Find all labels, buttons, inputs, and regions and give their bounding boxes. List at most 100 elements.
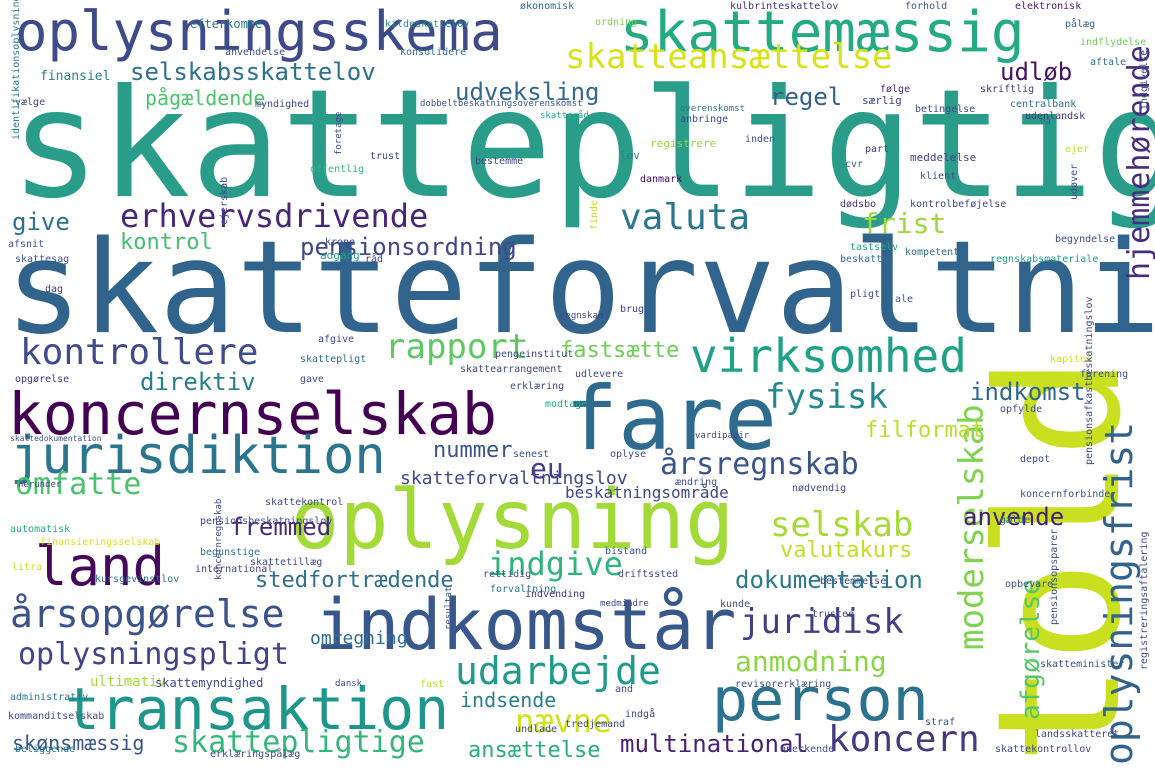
cloud-word: særlig [862, 94, 902, 107]
cloud-word: regel [770, 83, 843, 111]
cloud-word: finde [589, 199, 600, 230]
cloud-word: trustee [812, 609, 855, 620]
cloud-word: bistand [605, 546, 648, 557]
cloud-word: regnskab [560, 311, 604, 321]
cloud-word: centralbank [1010, 99, 1077, 110]
cloud-word: klient [920, 171, 957, 182]
cloud-word: registreringsaftalering [1139, 531, 1150, 670]
cloud-word: koncernselskab [8, 380, 497, 448]
cloud-word: skattekontrollov [995, 744, 1092, 755]
cloud-word: ultimativ [90, 674, 166, 690]
cloud-word: eu [530, 452, 564, 485]
cloud-word: brug [620, 304, 645, 315]
cloud-word: begyndelse [1055, 234, 1116, 245]
cloud-word: dag [45, 284, 64, 295]
cloud-word: kontrolbeføjelse [910, 199, 1007, 210]
cloud-word: anerkende [780, 744, 835, 755]
cloud-word: part [865, 144, 890, 155]
cloud-word: skattepligt [300, 354, 367, 365]
cloud-word: landsskatteret [1035, 729, 1120, 740]
cloud-word: medmindre [600, 599, 649, 609]
cloud-word: økonomisk [520, 1, 575, 12]
cloud-word: skattedokumentation [10, 434, 102, 443]
cloud-word: pensionsordning [300, 233, 517, 261]
cloud-word: erklæring [510, 381, 565, 392]
cloud-word: regnskabsmateriale [990, 254, 1099, 265]
cloud-word: indvending [525, 589, 586, 600]
cloud-word: gælde [1000, 515, 1031, 526]
cloud-word: oplysning [290, 473, 735, 568]
cloud-word: forhold [905, 1, 948, 12]
cloud-word: nå [1040, 117, 1051, 127]
cloud-word: dobbeltbeskatningsoverenskomst [420, 99, 583, 109]
cloud-word: indgivelse [1139, 49, 1150, 110]
cloud-word: vardipapir [695, 431, 750, 441]
cloud-word: udøver [1069, 163, 1080, 200]
cloud-word: selskab [770, 505, 914, 545]
cloud-word: meddelelse [910, 151, 977, 164]
cloud-word: fastsætte [560, 338, 680, 363]
cloud-word: indflydelse [1080, 37, 1147, 48]
cloud-word: direktiv [140, 368, 256, 396]
cloud-word: offentlig [310, 164, 365, 175]
cloud-word: land [35, 535, 166, 598]
cloud-word: litra [12, 562, 43, 573]
cloud-word: beskatningsområde [565, 483, 729, 502]
cloud-word: undlade [515, 724, 558, 735]
cloud-word: pågældende [145, 86, 266, 110]
cloud-word: koncern [828, 719, 980, 760]
cloud-word: selskabsskattelov [130, 58, 376, 86]
cloud-word: udlevere [575, 369, 624, 380]
cloud-word: pengeinstitut [495, 349, 574, 360]
cloud-word: overenskomst [680, 104, 746, 114]
cloud-word: fremmed [230, 513, 332, 541]
cloud-word: ale [895, 294, 914, 305]
cloud-word: senest [513, 449, 550, 460]
cloud-word: rapport [385, 327, 529, 367]
cloud-word: automatisk [10, 524, 71, 535]
cloud-word: afgive [318, 334, 355, 345]
cloud-word: kontrollere [20, 332, 259, 373]
cloud-word: opgørelse [15, 374, 70, 385]
cloud-word: nødvendig [792, 483, 847, 494]
cloud-word: kapitel [1050, 354, 1093, 365]
cloud-word: elektronisk [1015, 1, 1082, 12]
cloud-word: skattetillæg [250, 557, 323, 568]
cloud-word: fysisk [765, 377, 888, 417]
cloud-word: forvaltning [490, 584, 557, 595]
cloud-word: anvende [963, 503, 1065, 531]
cloud-word: konsolidere [400, 47, 467, 58]
cloud-word: årsregnskab [660, 447, 859, 482]
cloud-word: beliggende [15, 744, 76, 755]
cloud-word: indgå [625, 709, 656, 720]
cloud-word: oplysningsskema [15, 0, 503, 63]
cloud-word: skatteforvaltning [5, 214, 1155, 363]
cloud-word: kunde [720, 599, 751, 610]
cloud-word: krone [325, 237, 356, 248]
cloud-word: skatteforvaltningslov [400, 468, 628, 489]
cloud-word: skatteminister [1040, 659, 1125, 670]
cloud-word: erklæringspålæg [210, 749, 301, 760]
cloud-word: skattesag [15, 254, 70, 265]
cloud-word: årsopgørelse [10, 592, 285, 636]
cloud-word: indkomstår [315, 584, 737, 666]
cloud-word: følge [880, 84, 911, 95]
cloud-word: efterkomme [190, 17, 263, 31]
cloud-word: kursgevinstlov [95, 574, 180, 585]
cloud-word: straf [925, 717, 956, 728]
cloud-word: adgang [320, 249, 360, 262]
cloud-word: indkomst [970, 378, 1086, 406]
cloud-word: filformat [865, 418, 985, 443]
cloud-word: skatteråd [540, 111, 589, 121]
cloud-word: indsende [460, 688, 557, 712]
cloud-word: valutakurs [780, 538, 913, 563]
cloud-word: dansk [335, 679, 363, 689]
cloud-word: finansieringsselskab [40, 537, 161, 548]
cloud-word: multinational [620, 730, 808, 758]
cloud-word: juridisk [740, 602, 904, 642]
cloud-word: modtage [545, 399, 588, 410]
cloud-word: pligt [850, 289, 881, 300]
cloud-word: dødsbo [840, 199, 877, 210]
cloud-word: udenlandsk [1025, 111, 1086, 122]
cloud-word: vælge [15, 97, 46, 108]
